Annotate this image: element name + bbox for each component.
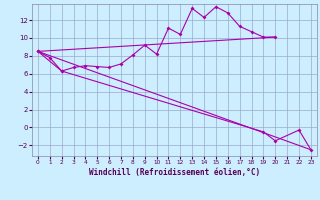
X-axis label: Windchill (Refroidissement éolien,°C): Windchill (Refroidissement éolien,°C) — [89, 168, 260, 177]
